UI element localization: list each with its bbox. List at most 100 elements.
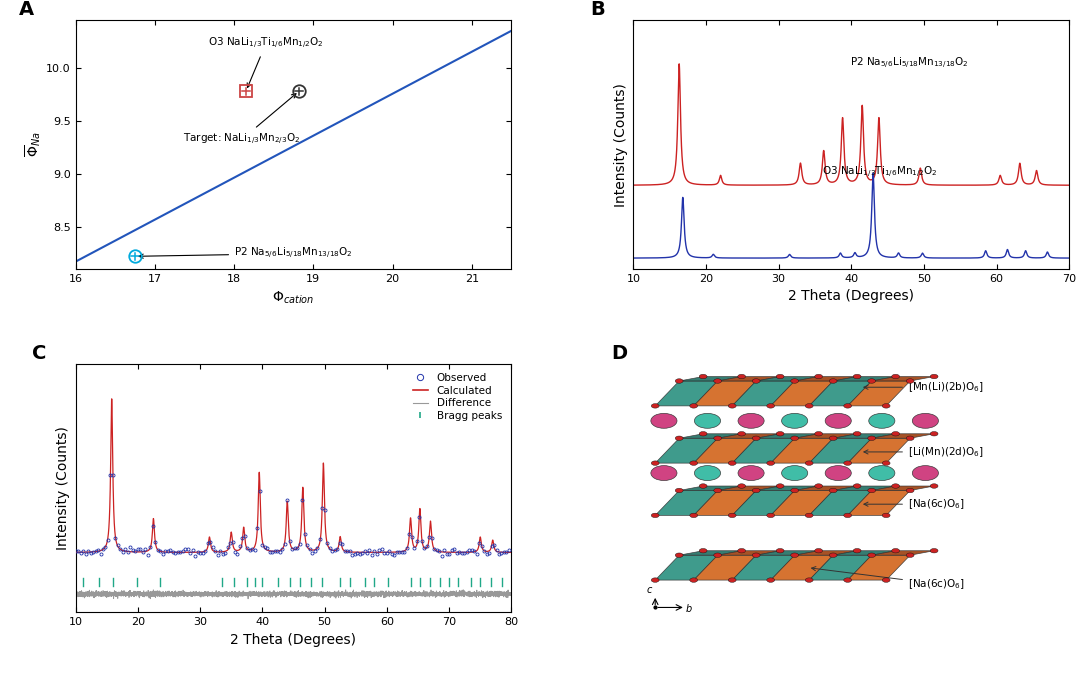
Text: P2 Na$_{5/6}$Li$_{5/18}$Mn$_{13/18}$O$_2$: P2 Na$_{5/6}$Li$_{5/18}$Mn$_{13/18}$O$_2… [139,246,353,261]
Circle shape [806,404,813,408]
Polygon shape [872,434,934,438]
Circle shape [930,374,939,379]
Polygon shape [848,491,910,516]
Circle shape [892,484,900,488]
Circle shape [825,413,851,428]
Circle shape [651,466,677,481]
Polygon shape [848,381,910,406]
Circle shape [694,466,720,481]
Polygon shape [656,491,718,516]
Polygon shape [795,551,858,555]
Circle shape [714,379,721,383]
Circle shape [694,413,720,428]
Circle shape [825,466,851,481]
Circle shape [806,513,813,518]
Polygon shape [679,486,742,491]
Polygon shape [795,434,858,438]
Circle shape [814,374,823,379]
Circle shape [806,461,813,465]
Circle shape [738,431,745,436]
Circle shape [699,484,707,488]
Circle shape [906,436,914,441]
Polygon shape [732,438,795,463]
Polygon shape [732,555,795,580]
Circle shape [782,466,808,481]
Text: O3 NaLi$_{1/3}$Ti$_{1/6}$Mn$_{1/2}$O$_2$: O3 NaLi$_{1/3}$Ti$_{1/6}$Mn$_{1/2}$O$_2$ [823,166,939,180]
Circle shape [767,404,774,408]
Polygon shape [693,381,756,406]
Circle shape [651,513,659,518]
Circle shape [913,413,939,428]
Text: A: A [19,0,35,20]
Circle shape [882,461,890,465]
Circle shape [753,488,760,493]
Polygon shape [679,551,742,555]
Circle shape [853,431,861,436]
Circle shape [738,484,745,488]
Circle shape [814,548,823,553]
Circle shape [882,404,890,408]
X-axis label: 2 Theta (Degrees): 2 Theta (Degrees) [788,289,915,304]
Circle shape [867,553,876,557]
Circle shape [843,513,852,518]
Circle shape [675,436,683,441]
Circle shape [690,404,698,408]
Circle shape [882,513,890,518]
Circle shape [814,484,823,488]
Polygon shape [795,376,858,381]
Polygon shape [679,434,742,438]
Circle shape [699,374,707,379]
Circle shape [738,374,745,379]
Circle shape [867,488,876,493]
Circle shape [868,466,895,481]
Polygon shape [771,491,833,516]
Polygon shape [809,381,872,406]
Circle shape [714,553,721,557]
Circle shape [651,461,659,465]
Polygon shape [718,551,780,555]
Circle shape [867,379,876,383]
Circle shape [930,431,939,436]
Circle shape [892,374,900,379]
Polygon shape [809,491,872,516]
Polygon shape [872,376,934,381]
Polygon shape [693,491,756,516]
Polygon shape [656,555,718,580]
Circle shape [930,548,939,553]
Circle shape [930,484,939,488]
Y-axis label: Intensity (Counts): Intensity (Counts) [613,83,627,207]
Y-axis label: $\overline{\Phi}_{Na}$: $\overline{\Phi}_{Na}$ [24,132,43,157]
Circle shape [714,436,721,441]
Circle shape [728,513,737,518]
Circle shape [853,484,861,488]
Polygon shape [809,438,872,463]
Polygon shape [833,486,895,491]
Polygon shape [756,551,819,555]
Circle shape [853,548,861,553]
Circle shape [853,374,861,379]
Circle shape [892,548,900,553]
Polygon shape [693,438,756,463]
Circle shape [791,553,798,557]
Circle shape [868,413,895,428]
Polygon shape [693,555,756,580]
Circle shape [699,431,707,436]
Polygon shape [679,376,742,381]
Text: c: c [647,585,652,595]
Polygon shape [872,486,934,491]
Circle shape [906,488,914,493]
Polygon shape [771,381,833,406]
Circle shape [829,436,837,441]
X-axis label: $\Phi_{cation}$: $\Phi_{cation}$ [272,289,314,306]
Polygon shape [656,381,718,406]
Circle shape [767,578,774,582]
Text: [Na(6c)O$_6$]: [Na(6c)O$_6$] [864,497,964,511]
Text: C: C [32,344,46,363]
Polygon shape [656,438,718,463]
X-axis label: 2 Theta (Degrees): 2 Theta (Degrees) [230,633,356,647]
Text: [Na(6c)O$_6$]: [Na(6c)O$_6$] [811,567,964,591]
Circle shape [767,461,774,465]
Legend: Observed, Calculated, Difference, Bragg peaks: Observed, Calculated, Difference, Bragg … [408,369,507,425]
Circle shape [699,548,707,553]
Text: [Mn(Li)(2b)O$_6$]: [Mn(Li)(2b)O$_6$] [864,380,984,394]
